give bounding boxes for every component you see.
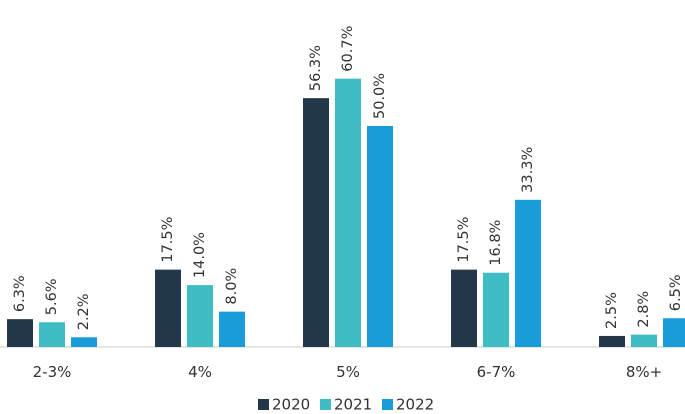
data-label: 8.0% <box>224 268 240 305</box>
bar <box>599 335 625 347</box>
legend-label: 2020 <box>272 396 310 414</box>
x-tick-label: 6-7% <box>477 363 516 381</box>
legend-swatch <box>258 399 269 410</box>
legend-swatch <box>320 399 331 410</box>
data-label: 2.5% <box>604 292 620 329</box>
bar <box>155 269 181 347</box>
bar <box>451 269 477 347</box>
data-label: 16.8% <box>488 220 504 266</box>
data-label: 17.5% <box>160 217 176 263</box>
bar <box>663 318 685 347</box>
x-tick-label: 8%+ <box>626 363 662 381</box>
bar <box>187 285 213 347</box>
legend-swatch <box>382 399 393 410</box>
legend-label: 2022 <box>396 396 434 414</box>
data-label: 5.6% <box>44 278 60 315</box>
bar <box>335 78 361 348</box>
bar <box>303 98 329 348</box>
bar <box>483 272 509 347</box>
bar <box>515 199 541 347</box>
bar <box>39 322 65 347</box>
data-label: 6.3% <box>12 275 28 312</box>
data-label: 6.5% <box>668 274 684 311</box>
data-label: 60.7% <box>340 26 356 72</box>
bar <box>631 334 657 347</box>
bar <box>71 337 97 347</box>
bar <box>219 311 245 347</box>
legend-label: 2021 <box>334 396 372 414</box>
bar <box>7 319 33 347</box>
data-label: 56.3% <box>308 45 324 91</box>
bar <box>367 126 393 347</box>
data-label: 17.5% <box>456 217 472 263</box>
data-label: 2.2% <box>76 293 92 330</box>
x-tick-label: 2-3% <box>33 363 72 381</box>
data-label: 2.8% <box>636 291 652 328</box>
data-label: 33.3% <box>520 147 536 193</box>
data-label: 14.0% <box>192 232 208 278</box>
data-label: 50.0% <box>372 73 388 119</box>
x-tick-label: 5% <box>336 363 360 381</box>
x-tick-label: 4% <box>188 363 212 381</box>
